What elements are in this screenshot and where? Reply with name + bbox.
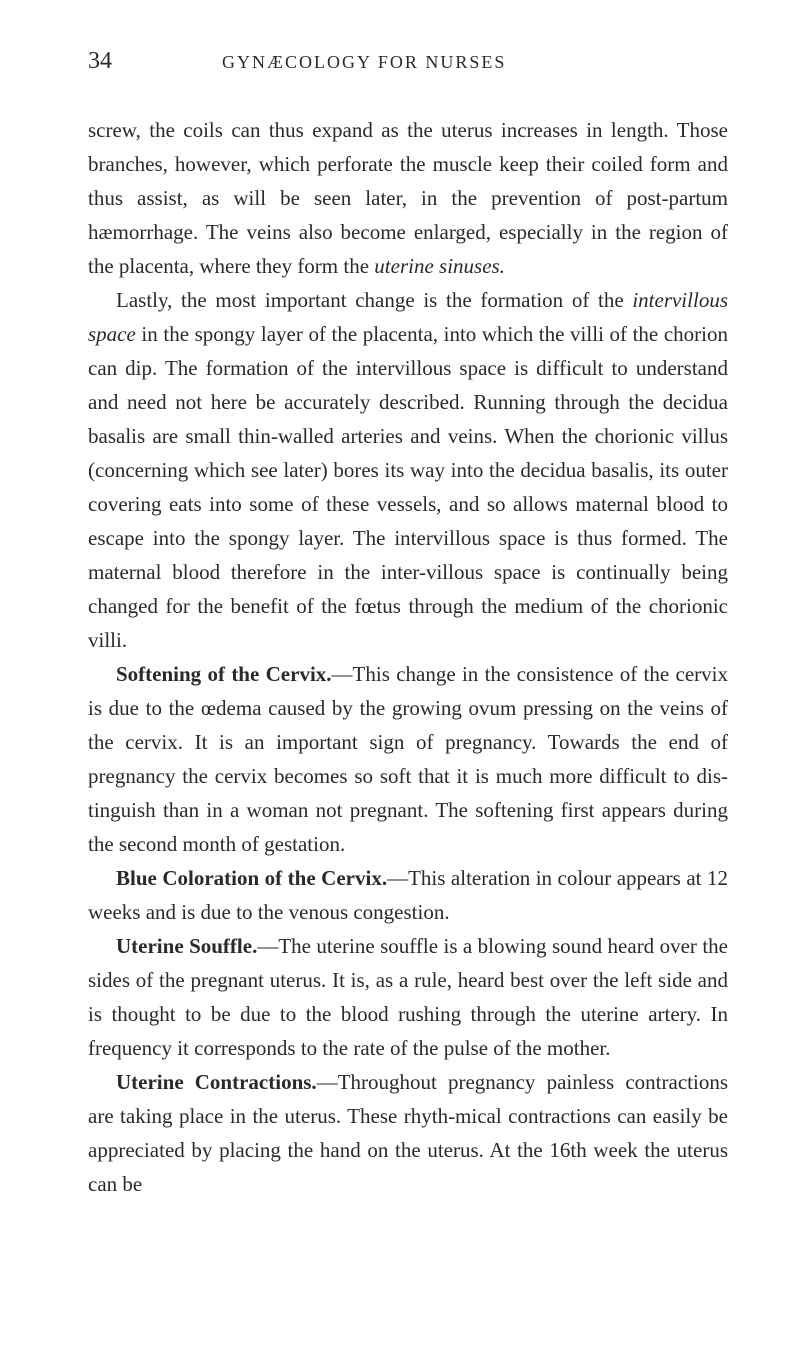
p3-text: —This change in the consistence of the c… <box>88 662 728 856</box>
page-number: 34 <box>88 48 112 75</box>
p1-italic: uterine sinuses. <box>374 254 505 278</box>
p6-heading: Uterine Contractions. <box>116 1070 317 1094</box>
paragraph-5: Uterine Souffle.—The uterine souffle is … <box>88 929 728 1065</box>
p3-heading: Softening of the Cervix. <box>116 662 332 686</box>
paragraph-2: Lastly, the most important change is the… <box>88 283 728 657</box>
p2-text-1: Lastly, the most important change is the… <box>116 288 632 312</box>
running-title: GYNÆCOLOGY FOR NURSES <box>222 52 506 73</box>
paragraph-6: Uterine Contractions.—Throughout pregnan… <box>88 1065 728 1201</box>
body-text: screw, the coils can thus expand as the … <box>88 113 728 1202</box>
paragraph-3: Softening of the Cervix.—This change in … <box>88 657 728 861</box>
p2-text-2: in the spongy layer of the placenta, int… <box>88 322 728 652</box>
paragraph-1: screw, the coils can thus expand as the … <box>88 113 728 283</box>
paragraph-4: Blue Coloration of the Cervix.—This alte… <box>88 861 728 929</box>
page-header: 34 GYNÆCOLOGY FOR NURSES <box>88 48 728 75</box>
p5-heading: Uterine Souffle. <box>116 934 257 958</box>
p4-heading: Blue Coloration of the Cervix. <box>116 866 387 890</box>
